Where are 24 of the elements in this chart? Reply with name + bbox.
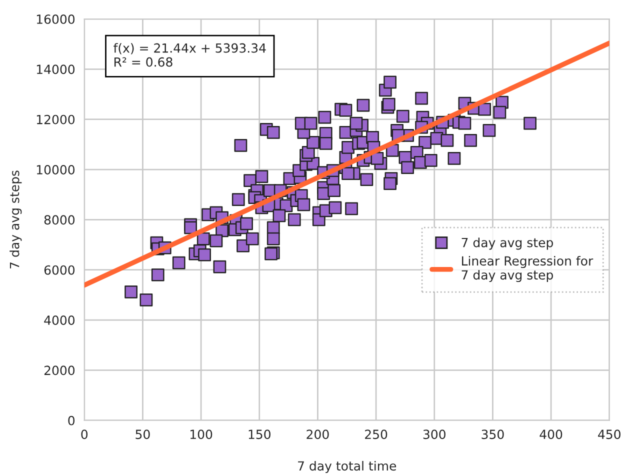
x-tick-label: 150 [248,430,270,440]
y-tick-label: 8000 [44,215,75,225]
y-tick-label: 6000 [44,265,75,275]
y-tick-label: 4000 [44,316,75,325]
legend-label: Linear Regression for 7 day avg step [462,256,594,282]
y-tick-label: 14000 [36,64,75,74]
y-tick-label: 2000 [44,366,75,376]
y-tick-label: 10000 [36,164,75,174]
y-tick-label: 12000 [36,114,75,124]
y-tick-label: 0 [68,416,75,426]
x-tick-label: 200 [306,430,329,440]
y-tick-label: 16000 [36,14,75,24]
x-tick-label: 250 [365,430,388,440]
x-tick-label: 400 [540,430,562,440]
x-tick-label: 0 [81,430,88,440]
x-axis-title: 7 day total time [298,460,396,474]
x-tick-label: 300 [423,430,446,440]
x-tick-label: 100 [190,430,212,440]
annotation: f(x) = 21.44x + 5393.34 R² = 0.68 [114,43,266,67]
x-tick-label: 450 [598,430,620,440]
x-tick-label: 350 [482,430,504,440]
y-axis-title: 7 day avg steps [10,170,22,268]
x-tick-label: 50 [136,430,150,440]
legend-label: 7 day avg step [462,238,553,250]
